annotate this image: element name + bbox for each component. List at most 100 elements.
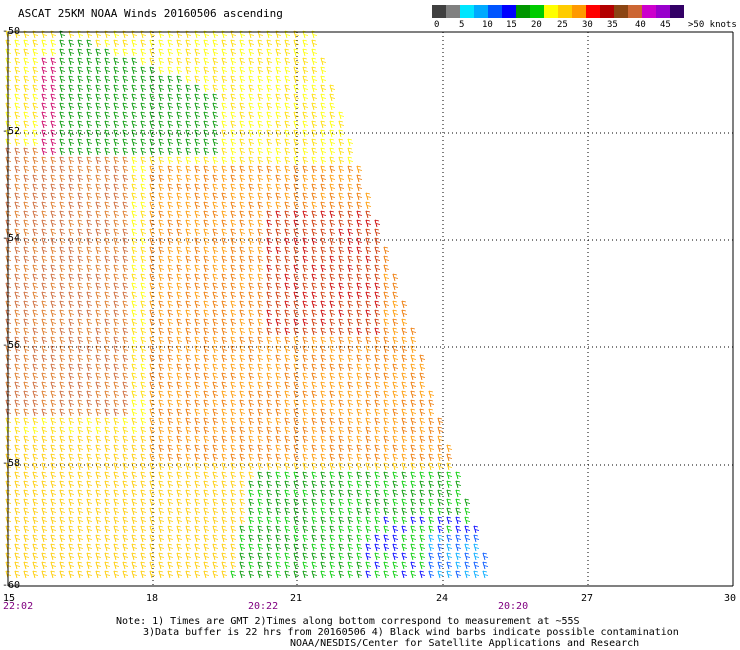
wind-barb bbox=[437, 543, 444, 552]
wind-barb bbox=[158, 444, 165, 453]
wind-barb bbox=[149, 237, 156, 246]
wind-barb bbox=[14, 228, 21, 237]
wind-barb bbox=[140, 129, 147, 138]
wind-barb bbox=[239, 111, 246, 120]
wind-barb bbox=[41, 408, 48, 417]
legend-tick: 45 bbox=[660, 20, 671, 30]
wind-barb bbox=[248, 300, 255, 309]
wind-barb bbox=[122, 543, 129, 552]
wind-barb bbox=[95, 102, 102, 111]
wind-barb bbox=[293, 390, 300, 399]
wind-barb bbox=[95, 138, 102, 147]
wind-barb bbox=[329, 156, 336, 165]
wind-barb bbox=[302, 75, 309, 84]
wind-barb bbox=[248, 534, 255, 543]
wind-barb bbox=[158, 399, 165, 408]
wind-barb bbox=[347, 273, 354, 282]
wind-barb bbox=[239, 372, 246, 381]
wind-barb bbox=[104, 516, 111, 525]
wind-barb bbox=[212, 516, 219, 525]
wind-barb bbox=[50, 480, 57, 489]
wind-barb bbox=[266, 219, 273, 228]
wind-barb bbox=[14, 174, 21, 183]
wind-barb bbox=[194, 156, 201, 165]
wind-barb bbox=[284, 561, 291, 570]
wind-barb bbox=[41, 246, 48, 255]
wind-barb bbox=[257, 84, 264, 93]
wind-barb bbox=[455, 516, 462, 525]
wind-barb bbox=[113, 435, 120, 444]
wind-barb bbox=[176, 291, 183, 300]
wind-barb bbox=[68, 552, 75, 561]
wind-barb bbox=[338, 399, 345, 408]
wind-barb bbox=[59, 273, 66, 282]
wind-barb bbox=[257, 57, 264, 66]
wind-barb bbox=[239, 237, 246, 246]
wind-barb bbox=[185, 183, 192, 192]
wind-barb bbox=[59, 156, 66, 165]
wind-barb bbox=[122, 408, 129, 417]
wind-barb bbox=[14, 255, 21, 264]
wind-barb bbox=[194, 318, 201, 327]
wind-barb bbox=[338, 489, 345, 498]
wind-barb bbox=[68, 435, 75, 444]
wind-barb bbox=[32, 48, 39, 57]
wind-barb bbox=[401, 525, 408, 534]
wind-barb bbox=[347, 255, 354, 264]
wind-barb bbox=[185, 498, 192, 507]
wind-barb bbox=[284, 102, 291, 111]
wind-barb bbox=[104, 129, 111, 138]
wind-barb bbox=[50, 102, 57, 111]
wind-barb bbox=[473, 525, 480, 534]
wind-barb bbox=[221, 147, 228, 156]
wind-barb bbox=[257, 516, 264, 525]
wind-barb bbox=[32, 282, 39, 291]
wind-barb bbox=[50, 453, 57, 462]
wind-barb bbox=[338, 408, 345, 417]
wind-barb bbox=[230, 228, 237, 237]
wind-barb bbox=[104, 507, 111, 516]
wind-barb bbox=[347, 282, 354, 291]
wind-barb bbox=[77, 75, 84, 84]
wind-barb bbox=[374, 426, 381, 435]
wind-barb bbox=[302, 156, 309, 165]
wind-barb bbox=[176, 534, 183, 543]
wind-barb bbox=[86, 462, 93, 471]
wind-barb bbox=[140, 102, 147, 111]
wind-barb bbox=[356, 462, 363, 471]
wind-barb bbox=[374, 219, 381, 228]
wind-barb bbox=[428, 570, 435, 579]
wind-barb bbox=[41, 471, 48, 480]
wind-barb bbox=[95, 183, 102, 192]
wind-barb bbox=[212, 399, 219, 408]
wind-barb bbox=[221, 426, 228, 435]
wind-barb bbox=[122, 39, 129, 48]
wind-barb bbox=[194, 291, 201, 300]
wind-barb bbox=[302, 399, 309, 408]
wind-barb bbox=[266, 462, 273, 471]
wind-barb bbox=[140, 300, 147, 309]
wind-barb bbox=[149, 399, 156, 408]
wind-barb bbox=[248, 201, 255, 210]
wind-barb bbox=[320, 75, 327, 84]
wind-barb bbox=[275, 102, 282, 111]
wind-barb bbox=[257, 435, 264, 444]
wind-barb bbox=[95, 93, 102, 102]
wind-barb bbox=[248, 273, 255, 282]
wind-barb bbox=[329, 354, 336, 363]
wind-barb bbox=[185, 264, 192, 273]
wind-barb bbox=[266, 516, 273, 525]
wind-barb bbox=[275, 444, 282, 453]
wind-barb bbox=[230, 390, 237, 399]
wind-barb bbox=[221, 192, 228, 201]
wind-barb bbox=[131, 318, 138, 327]
wind-barb bbox=[23, 363, 30, 372]
wind-barb bbox=[50, 291, 57, 300]
wind-barb bbox=[41, 507, 48, 516]
wind-barb bbox=[419, 444, 426, 453]
wind-barb bbox=[293, 111, 300, 120]
wind-barb bbox=[104, 399, 111, 408]
wind-barb bbox=[185, 561, 192, 570]
wind-barb bbox=[32, 156, 39, 165]
wind-barb bbox=[338, 435, 345, 444]
